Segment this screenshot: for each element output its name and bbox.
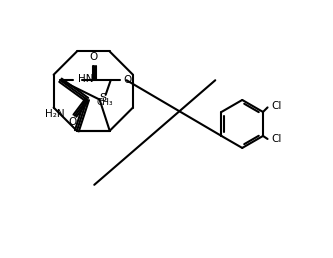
Text: CH₃: CH₃ [96, 98, 113, 107]
Text: O: O [68, 117, 77, 127]
Text: O: O [124, 75, 132, 85]
Text: O: O [89, 52, 97, 62]
Text: S: S [99, 93, 106, 103]
Text: H₂N: H₂N [45, 109, 65, 119]
Text: Cl: Cl [272, 101, 282, 111]
Text: Cl: Cl [272, 134, 282, 144]
Text: HN: HN [78, 75, 94, 84]
